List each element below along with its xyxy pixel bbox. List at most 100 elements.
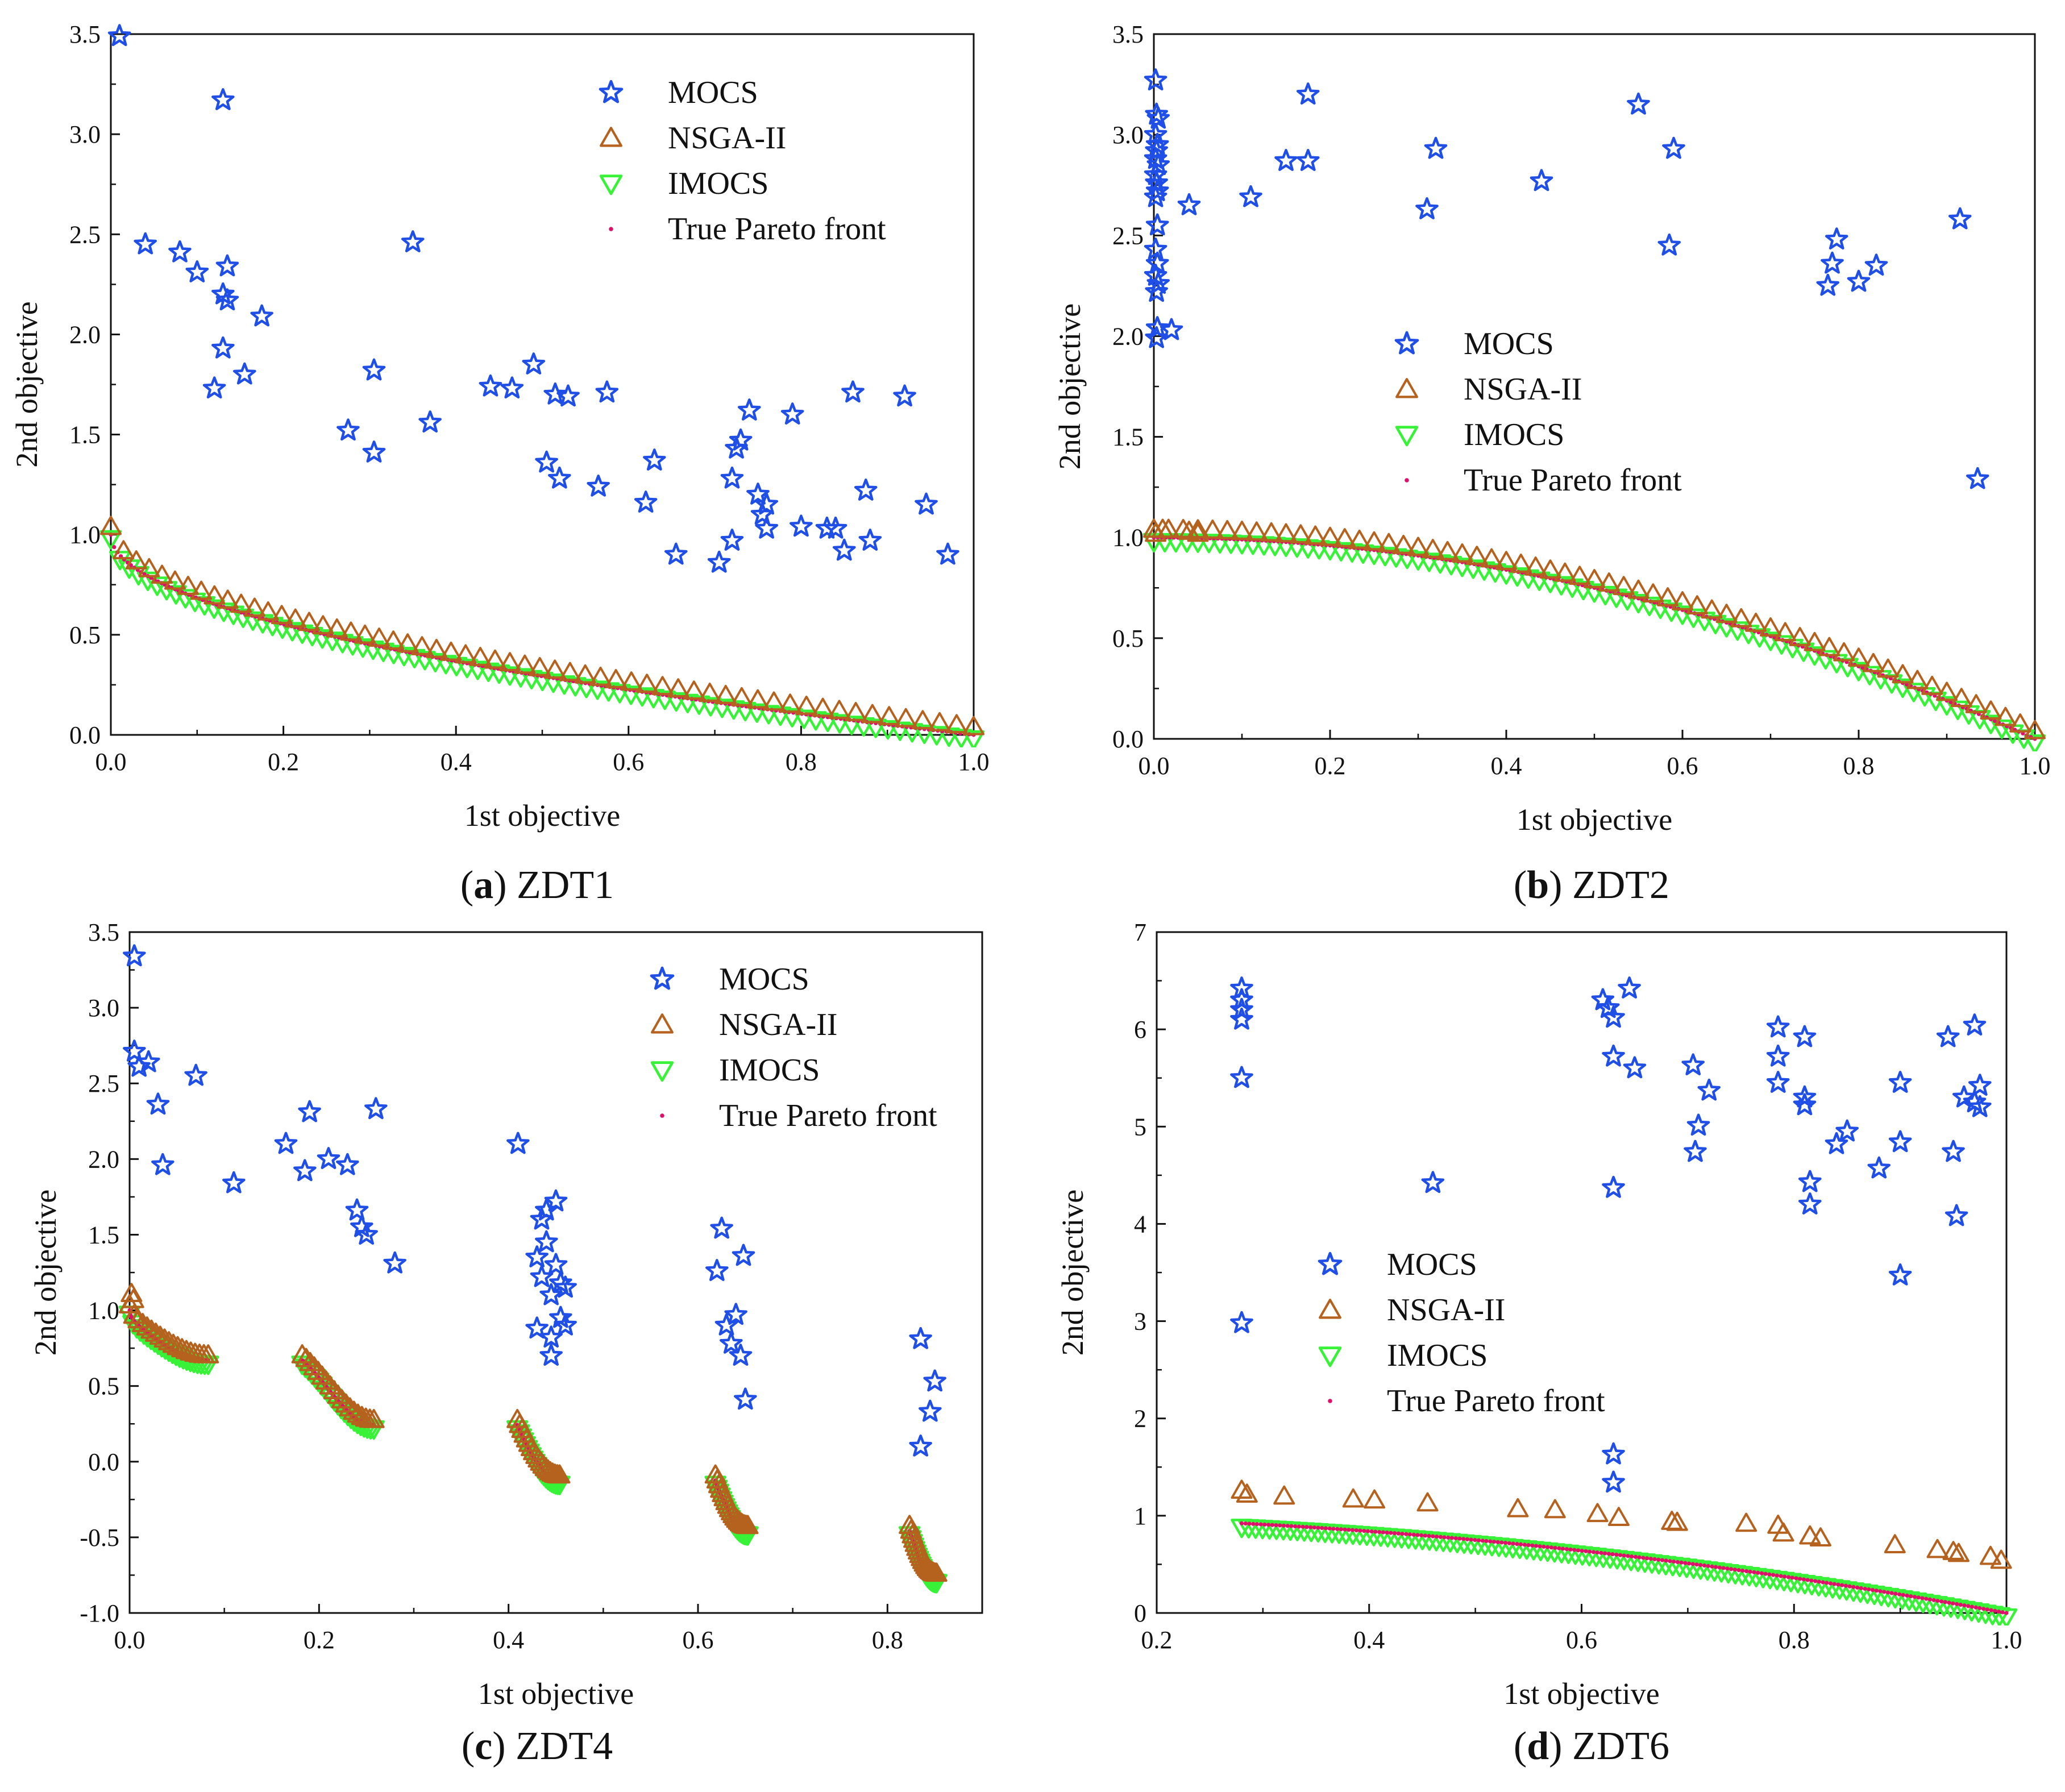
y-tick-label: 0.5	[1112, 625, 1144, 652]
data-point	[1333, 528, 1356, 547]
data-point	[299, 1352, 321, 1371]
data-point	[1145, 326, 1168, 348]
data-point	[1859, 1586, 1863, 1590]
data-point	[1884, 1534, 1906, 1553]
legend-marker	[660, 1113, 664, 1118]
y-tick-label: 1.5	[69, 421, 101, 449]
series-imocs	[99, 530, 985, 747]
y-tick-label: 0.0	[1112, 725, 1144, 753]
data-point	[232, 608, 255, 628]
data-point	[1926, 1539, 1948, 1558]
caption-letter: c	[475, 1724, 492, 1768]
data-point	[232, 362, 256, 385]
data-point	[1239, 185, 1262, 207]
data-point	[1354, 1528, 1358, 1533]
data-point	[1990, 1549, 2012, 1569]
data-point	[146, 1092, 170, 1115]
data-point	[134, 232, 157, 255]
data-point	[595, 380, 619, 403]
x-tick-label: 1.0	[2020, 752, 2051, 780]
data-point	[340, 621, 362, 641]
data-point	[1275, 523, 1297, 543]
data-point	[368, 627, 390, 647]
x-tick-label: 0.8	[1779, 1626, 1810, 1654]
data-point	[1278, 1523, 1282, 1528]
data-point	[525, 1316, 549, 1339]
data-point	[1968, 1074, 1992, 1096]
data-point	[1569, 566, 1591, 585]
data-point	[634, 490, 658, 513]
data-point	[149, 1325, 171, 1345]
legend-label: True Pareto front	[1387, 1383, 1605, 1419]
data-point	[854, 478, 878, 501]
data-point	[587, 474, 610, 497]
data-point	[1584, 1549, 1588, 1553]
data-point	[1296, 148, 1320, 171]
data-point	[298, 612, 320, 631]
data-point	[1421, 1171, 1445, 1194]
data-point	[912, 710, 934, 730]
data-point	[1943, 1600, 1947, 1604]
data-point	[250, 304, 273, 327]
data-point	[1431, 1534, 1435, 1539]
data-point	[1530, 169, 1553, 192]
data-point	[1614, 1552, 1619, 1557]
data-point	[962, 730, 985, 747]
data-point	[732, 1244, 755, 1266]
data-point	[158, 1331, 180, 1350]
data-point	[202, 376, 226, 399]
data-point	[707, 550, 731, 573]
data-point	[1793, 1085, 1817, 1108]
data-point	[548, 466, 571, 489]
data-point	[1446, 1535, 1451, 1540]
data-point	[1904, 682, 1909, 687]
data-point	[1889, 1591, 1894, 1595]
data-point	[1697, 1078, 1721, 1101]
data-point	[1453, 1536, 1458, 1541]
plot-frame	[128, 931, 983, 1614]
data-point	[1534, 1544, 1539, 1548]
data-point	[469, 647, 492, 666]
data-point	[1236, 1483, 1258, 1503]
data-point	[1818, 637, 1840, 656]
data-point	[525, 1245, 549, 1267]
data-point	[936, 542, 959, 565]
data-point	[1347, 1528, 1351, 1532]
data-point	[1657, 233, 1681, 256]
data-point	[215, 288, 239, 311]
data-point	[1652, 1557, 1657, 1562]
data-point	[136, 1316, 158, 1336]
data-point	[1393, 1531, 1397, 1536]
data-point	[530, 1265, 554, 1287]
data-point	[1662, 136, 1685, 159]
data-point	[1511, 1541, 1515, 1546]
data-point	[1231, 1479, 1253, 1499]
data-point	[100, 515, 122, 535]
data-point	[1144, 185, 1167, 207]
data-point	[1342, 1488, 1364, 1508]
data-point	[1948, 700, 1953, 705]
data-point	[651, 676, 674, 696]
x-axis-label: 1st objective	[1516, 803, 1672, 837]
data-point	[790, 514, 813, 537]
data-point	[1825, 227, 1848, 250]
data-point	[1451, 543, 1473, 563]
x-tick-label: 0.2	[1315, 752, 1346, 780]
series-layer	[118, 944, 948, 1594]
plot-frame	[1153, 33, 2036, 740]
data-point	[539, 1325, 563, 1348]
data-point	[780, 402, 804, 425]
data-point	[1407, 537, 1429, 556]
data-point	[544, 659, 566, 679]
data-point	[529, 657, 551, 676]
data-point	[1230, 1066, 1253, 1088]
data-point	[1694, 1562, 1699, 1567]
data-point	[312, 615, 334, 635]
data-point	[1968, 1095, 1992, 1117]
data-point	[121, 1283, 143, 1303]
data-point	[1980, 700, 2002, 720]
data-point	[1816, 273, 1840, 296]
x-tick-label: 0.6	[613, 748, 644, 776]
data-point	[919, 1399, 942, 1422]
y-tick-label: 3.0	[1112, 121, 1144, 149]
